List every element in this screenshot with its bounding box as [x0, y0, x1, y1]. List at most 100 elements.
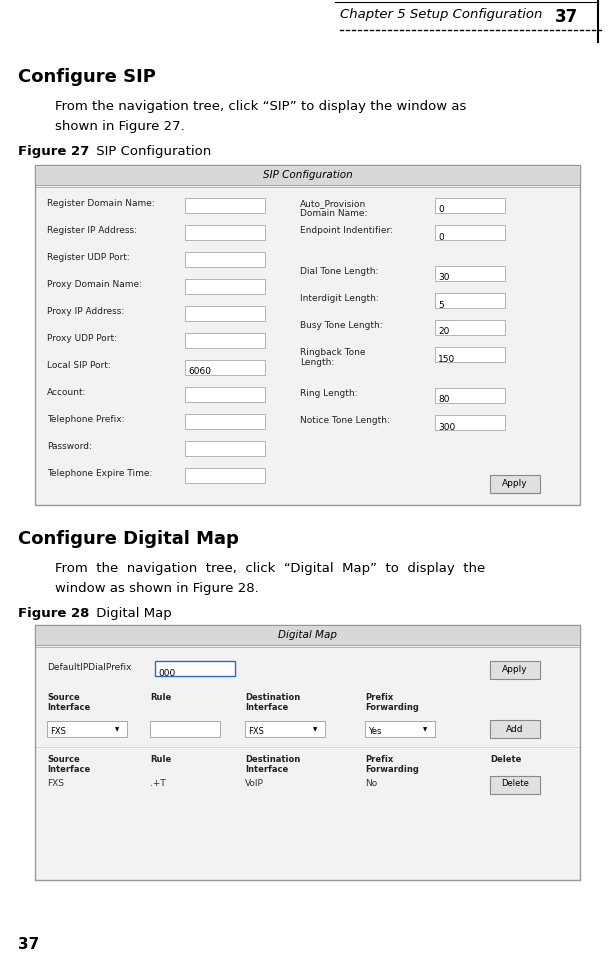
Text: Ring Length:: Ring Length:	[300, 389, 357, 398]
Text: FXS: FXS	[248, 728, 264, 736]
Text: Account:: Account:	[47, 388, 87, 397]
Text: Source
Interface: Source Interface	[47, 755, 90, 774]
Text: No: No	[365, 779, 377, 788]
Text: window as shown in Figure 28.: window as shown in Figure 28.	[55, 582, 259, 595]
Text: Endpoint Indentifier:: Endpoint Indentifier:	[300, 226, 393, 235]
Bar	[365, 721, 435, 737]
Bar	[185, 198, 265, 213]
Text: Proxy IP Address:: Proxy IP Address:	[47, 307, 124, 316]
Text: Rule: Rule	[150, 755, 171, 764]
Text: 0: 0	[438, 233, 443, 241]
Text: ▼: ▼	[115, 728, 119, 732]
Text: Destination
Interface: Destination Interface	[245, 755, 300, 774]
Bar	[47, 721, 127, 737]
Text: Configure Digital Map: Configure Digital Map	[18, 530, 239, 548]
Text: Chapter 5 Setup Configuration: Chapter 5 Setup Configuration	[340, 8, 542, 21]
Text: Rule: Rule	[150, 693, 171, 702]
Text: Auto_Provision: Auto_Provision	[300, 199, 366, 208]
Text: ▼: ▼	[423, 728, 427, 732]
Text: Apply: Apply	[502, 480, 528, 488]
Text: 0: 0	[438, 206, 443, 214]
Text: 6060: 6060	[188, 368, 211, 376]
Bar	[185, 468, 265, 483]
Text: Telephone Prefix:: Telephone Prefix:	[47, 415, 124, 424]
Text: 150: 150	[438, 354, 455, 364]
Text: 5: 5	[438, 300, 443, 310]
Text: 20: 20	[438, 327, 450, 337]
Text: FXS: FXS	[50, 728, 66, 736]
Text: Domain Name:: Domain Name:	[300, 209, 367, 218]
Bar	[435, 225, 505, 240]
Text: Busy Tone Length:: Busy Tone Length:	[300, 321, 382, 330]
Text: shown in Figure 27.: shown in Figure 27.	[55, 120, 185, 133]
Text: .+T: .+T	[150, 779, 166, 788]
Text: 37: 37	[18, 937, 39, 952]
Bar	[490, 720, 540, 738]
Text: Proxy UDP Port:: Proxy UDP Port:	[47, 334, 117, 343]
Text: Dial Tone Length:: Dial Tone Length:	[300, 267, 378, 276]
Text: 30: 30	[438, 273, 450, 283]
Text: VoIP: VoIP	[245, 779, 264, 788]
Text: 37: 37	[555, 8, 578, 26]
Bar	[35, 625, 580, 645]
Bar	[490, 661, 540, 679]
Text: From  the  navigation  tree,  click  “Digital  Map”  to  display  the: From the navigation tree, click “Digital…	[55, 562, 485, 575]
Text: Interdigit Length:: Interdigit Length:	[300, 294, 379, 303]
Bar	[185, 333, 265, 348]
Text: Apply: Apply	[502, 666, 528, 675]
Bar	[490, 475, 540, 493]
Bar	[150, 721, 220, 737]
Bar	[35, 625, 580, 880]
Text: From the navigation tree, click “SIP” to display the window as: From the navigation tree, click “SIP” to…	[55, 100, 467, 113]
Text: Length:: Length:	[300, 358, 334, 367]
Text: FXS: FXS	[47, 779, 64, 788]
Text: Digital Map: Digital Map	[92, 607, 172, 620]
Text: Delete: Delete	[501, 780, 529, 788]
Bar	[245, 721, 325, 737]
Text: Figure 27: Figure 27	[18, 145, 89, 158]
Bar	[185, 225, 265, 240]
Bar	[185, 279, 265, 294]
Text: Register Domain Name:: Register Domain Name:	[47, 199, 155, 208]
Text: Digital Map: Digital Map	[278, 630, 337, 640]
Text: DefaultIPDialPrefix: DefaultIPDialPrefix	[47, 663, 132, 672]
Text: 80: 80	[438, 396, 450, 404]
Bar	[35, 165, 580, 185]
Text: Delete: Delete	[490, 755, 522, 764]
Bar	[185, 414, 265, 429]
Text: Notice Tone Length:: Notice Tone Length:	[300, 416, 390, 425]
Bar	[490, 776, 540, 794]
Text: Proxy Domain Name:: Proxy Domain Name:	[47, 280, 142, 289]
Text: Register IP Address:: Register IP Address:	[47, 226, 137, 235]
Bar	[185, 441, 265, 456]
Text: 300: 300	[438, 423, 455, 431]
Bar	[435, 388, 505, 403]
Text: Password:: Password:	[47, 442, 92, 451]
Text: Local SIP Port:: Local SIP Port:	[47, 361, 111, 370]
Bar	[435, 347, 505, 362]
Bar	[185, 387, 265, 402]
Text: SIP Configuration: SIP Configuration	[263, 170, 353, 180]
Bar	[435, 198, 505, 213]
Text: SIP Configuration: SIP Configuration	[92, 145, 211, 158]
Bar	[185, 360, 265, 375]
Text: Configure SIP: Configure SIP	[18, 68, 156, 86]
Bar	[155, 661, 235, 676]
Bar	[435, 415, 505, 430]
Text: 000: 000	[158, 669, 175, 677]
Text: Yes: Yes	[368, 728, 381, 736]
Bar	[435, 293, 505, 308]
Text: Register UDP Port:: Register UDP Port:	[47, 253, 130, 262]
Bar	[185, 306, 265, 321]
Bar	[435, 320, 505, 335]
Text: Destination
Interface: Destination Interface	[245, 693, 300, 712]
Bar	[35, 165, 580, 505]
Text: Prefix
Forwarding: Prefix Forwarding	[365, 693, 419, 712]
Text: Source
Interface: Source Interface	[47, 693, 90, 712]
Text: Ringback Tone: Ringback Tone	[300, 348, 365, 357]
Bar	[435, 266, 505, 281]
Text: Add: Add	[506, 725, 524, 733]
Text: Telephone Expire Time:: Telephone Expire Time:	[47, 469, 152, 478]
Text: Prefix
Forwarding: Prefix Forwarding	[365, 755, 419, 774]
Bar	[185, 252, 265, 267]
